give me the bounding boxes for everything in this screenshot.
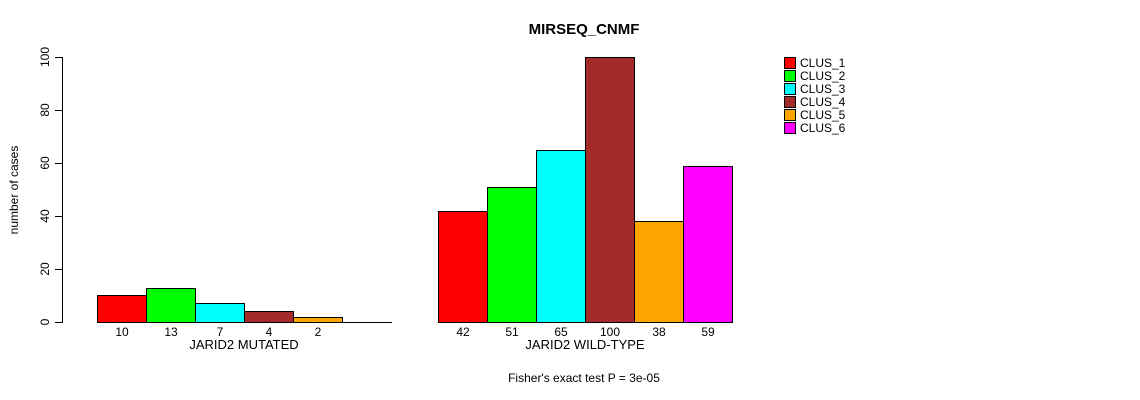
bar-value-label: 4 <box>265 325 273 339</box>
legend-swatch-clus_5 <box>784 109 796 121</box>
bar-value-label: 13 <box>164 325 178 339</box>
bar-value-label: 7 <box>216 325 224 339</box>
bar-clus_4 <box>585 57 635 323</box>
bar-clus_1 <box>438 211 488 323</box>
legend-item-label: CLUS_1 <box>800 56 846 70</box>
legend-item-label: CLUS_6 <box>800 121 846 135</box>
legend-item-label: CLUS_3 <box>800 82 846 96</box>
bar-clus_2 <box>146 288 196 323</box>
legend-item-label: CLUS_2 <box>800 69 846 83</box>
y-axis-tick <box>55 216 62 217</box>
bar-clus_1 <box>97 295 147 323</box>
legend-swatch-clus_1 <box>784 57 796 69</box>
legend-swatch-clus_2 <box>784 70 796 82</box>
bar-clus_5 <box>293 317 343 323</box>
bar-clus_5 <box>634 221 684 323</box>
y-axis-line <box>62 57 63 323</box>
x-group-label: JARID2 WILD-TYPE <box>525 337 645 352</box>
bar-clus_3 <box>195 303 245 323</box>
bar-value-label: 10 <box>115 325 129 339</box>
bar-value-label: 51 <box>505 325 519 339</box>
y-tick-label: 60 <box>38 156 52 170</box>
legend-swatch-clus_6 <box>784 122 796 134</box>
fisher-test-annotation: Fisher's exact test P = 3e-05 <box>508 371 660 385</box>
bar-clus_2 <box>487 187 537 323</box>
bar-value-label: 65 <box>554 325 568 339</box>
y-tick-label: 20 <box>38 262 52 276</box>
bar-value-label: 59 <box>701 325 715 339</box>
y-axis-tick <box>55 269 62 270</box>
y-axis-tick <box>55 163 62 164</box>
y-tick-label: 100 <box>38 46 52 68</box>
legend-swatch-clus_4 <box>784 96 796 108</box>
legend-item-label: CLUS_4 <box>800 95 846 109</box>
y-tick-label: 80 <box>38 103 52 117</box>
legend-swatch-clus_3 <box>784 83 796 95</box>
legend-item-label: CLUS_5 <box>800 108 846 122</box>
bar-clus_4 <box>244 311 294 323</box>
bar-value-label: 38 <box>652 325 666 339</box>
bar-clus_6 <box>683 166 733 323</box>
y-axis-title: number of cases <box>7 145 21 235</box>
y-tick-label: 40 <box>38 209 52 223</box>
bar-value-label: 2 <box>314 325 322 339</box>
chart-title: MIRSEQ_CNMF <box>528 21 640 38</box>
y-axis-tick <box>55 322 62 323</box>
y-axis-tick <box>55 57 62 58</box>
bar-value-label: 42 <box>456 325 470 339</box>
bar-clus_3 <box>536 150 586 323</box>
bar-value-label: 100 <box>599 325 621 339</box>
y-axis-tick <box>55 110 62 111</box>
x-group-label: JARID2 MUTATED <box>189 337 299 352</box>
y-tick-label: 0 <box>38 318 52 326</box>
